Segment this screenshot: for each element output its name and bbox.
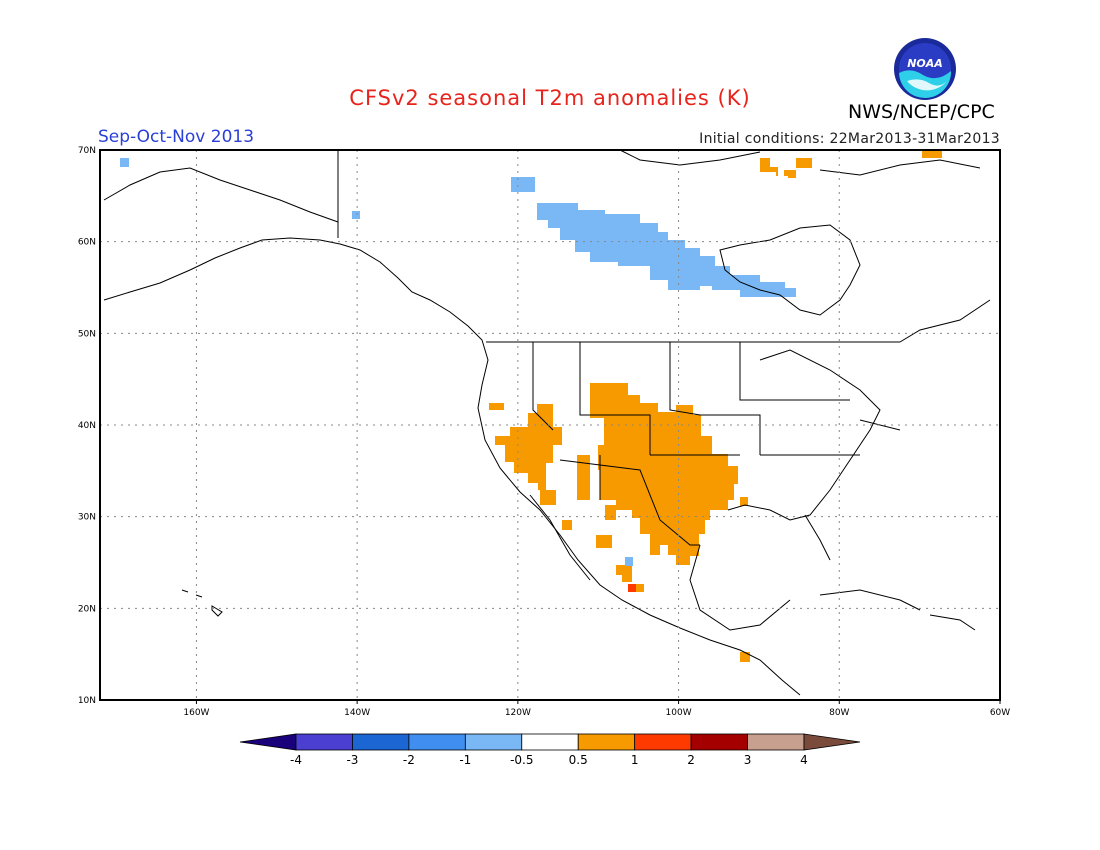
longitude-tick-label: 100W bbox=[666, 708, 692, 718]
latitude-tick-label: 10N bbox=[78, 696, 96, 706]
warm-anomaly-region-central bbox=[590, 383, 738, 565]
warm-anomaly-cell bbox=[636, 584, 644, 592]
latitude-tick-label: 20N bbox=[78, 604, 96, 614]
colorbar-swatch bbox=[464, 733, 523, 751]
anomaly-fill-layer bbox=[120, 150, 942, 662]
colorbar-labels: -4 -3 -2 -1 -0.5 0.5 1 2 3 4 bbox=[290, 753, 808, 767]
colorbar-label: 2 bbox=[687, 753, 695, 767]
colorbar-swatch bbox=[239, 733, 297, 751]
longitude-tick-label: 140W bbox=[344, 708, 370, 718]
latitude-tick-label: 40N bbox=[78, 421, 96, 431]
warm-anomaly-region-mexico bbox=[577, 455, 590, 500]
colorbar-label: -0.5 bbox=[510, 753, 533, 767]
colorbar-swatch bbox=[352, 733, 410, 751]
page-title: CFSv2 seasonal T2m anomalies (K) bbox=[349, 86, 751, 110]
noaa-logo: NOAA bbox=[894, 38, 956, 100]
coastlines bbox=[103, 149, 991, 696]
colorbar-label: 1 bbox=[631, 753, 639, 767]
organization-label: NWS/NCEP/CPC bbox=[848, 101, 995, 123]
longitude-tick-label: 80W bbox=[829, 708, 849, 718]
colorbar-swatch bbox=[690, 733, 748, 751]
cool-anomaly-cell bbox=[120, 158, 129, 167]
latitude-tick-label: 70N bbox=[78, 146, 96, 156]
colorbar-swatch bbox=[747, 733, 805, 751]
hot-anomaly-cell bbox=[628, 584, 636, 592]
graticule bbox=[100, 150, 1000, 700]
colorbar-label: 3 bbox=[744, 753, 752, 767]
colorbar-swatch bbox=[577, 733, 636, 751]
colorbar-swatch bbox=[295, 733, 353, 751]
colorbar-label: -1 bbox=[459, 753, 471, 767]
cool-anomaly-cell bbox=[352, 211, 360, 219]
latitude-tick-label: 50N bbox=[78, 329, 96, 339]
period-label: Sep-Oct-Nov 2013 bbox=[98, 127, 255, 147]
cool-anomaly-cell bbox=[625, 557, 633, 566]
longitude-tick-label: 160W bbox=[183, 708, 209, 718]
map-frame bbox=[99, 149, 1001, 701]
colorbar-label: 4 bbox=[800, 753, 808, 767]
longitude-tick-label: 120W bbox=[505, 708, 531, 718]
colorbar-swatch bbox=[408, 733, 466, 751]
longitude-labels: 160W 140W 120W 100W 80W 60W bbox=[183, 700, 1010, 718]
colorbar-label: -2 bbox=[403, 753, 415, 767]
colorbar-label: 0.5 bbox=[569, 753, 588, 767]
colorbar-label: -3 bbox=[346, 753, 358, 767]
warm-anomaly-region-arctic bbox=[760, 150, 942, 178]
colorbar-swatch bbox=[803, 733, 861, 751]
cool-anomaly-cell bbox=[511, 177, 535, 192]
latitude-tick-label: 30N bbox=[78, 513, 96, 523]
initial-conditions-label: Initial conditions: 22Mar2013-31Mar2013 bbox=[699, 131, 1000, 147]
latitude-tick-label: 60N bbox=[78, 238, 96, 248]
colorbar bbox=[239, 733, 861, 751]
latitude-labels: 70N 60N 50N 40N 30N 20N 10N bbox=[78, 146, 96, 706]
cool-anomaly-region-canada bbox=[537, 203, 796, 297]
warm-anomaly-region-southwest bbox=[495, 404, 562, 490]
noaa-logo-text: NOAA bbox=[907, 57, 943, 70]
colorbar-swatch bbox=[634, 733, 692, 751]
longitude-tick-label: 60W bbox=[990, 708, 1010, 718]
colorbar-swatch bbox=[521, 733, 579, 751]
colorbar-label: -4 bbox=[290, 753, 302, 767]
